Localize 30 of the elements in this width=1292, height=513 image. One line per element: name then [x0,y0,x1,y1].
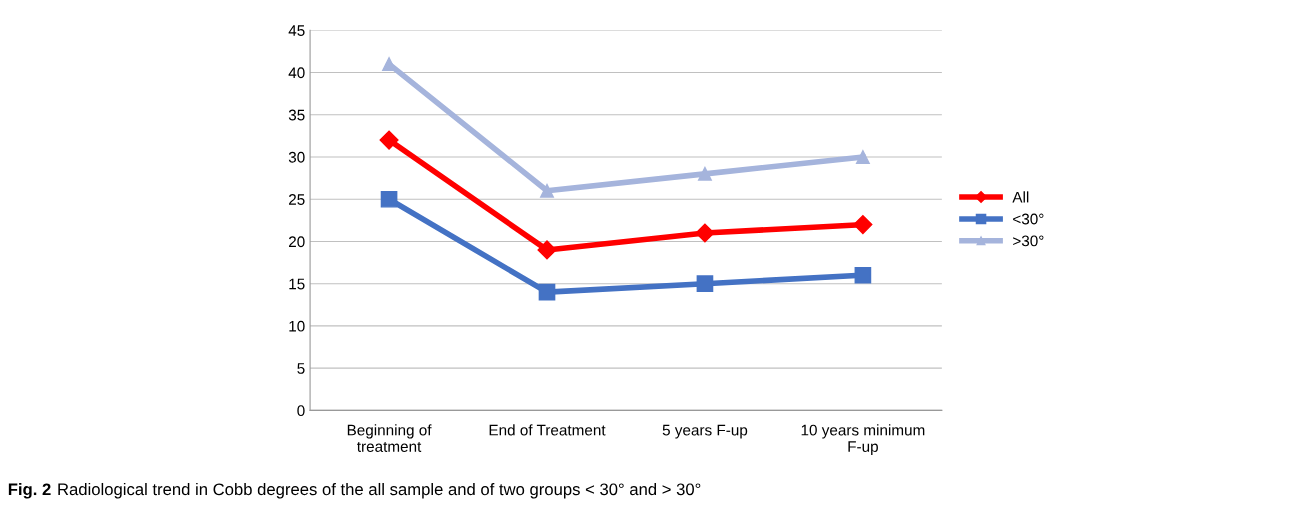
y-tick-label: 45 [288,25,305,36]
point [538,283,556,301]
y-tick-label: 5 [297,363,305,374]
x-tick-label: 5 years F-up [662,424,748,439]
point [540,183,554,198]
legend-label: <30° [1013,213,1044,225]
x-tick-label: 10 years minimum F-up [801,424,925,455]
point [379,130,399,150]
point [853,215,873,235]
point [380,190,398,208]
point [695,223,715,243]
y-tick-label: 20 [289,236,305,248]
x-tick-label: End of Treatment [489,424,606,436]
y-tick-label: 35 [288,109,305,121]
legend-label: >30° [1013,235,1044,247]
point [698,166,712,181]
point [854,266,872,284]
y-tick-label: 0 [297,405,305,417]
y-tick-label: 30 [288,151,305,163]
point [537,240,557,260]
y-tick-label: 15 [289,278,305,290]
caption: Fig. 2 [8,482,51,499]
y-tick-label: 10 [289,320,305,332]
x-tick-label: Beginning of treatment [347,424,432,452]
y-tick-label: 40 [288,67,305,79]
point [696,275,714,293]
text: Radiological trend in Cobb degrees of the all sample and of two groups < 30° and > 30° [58,482,701,499]
y-tick-label: 25 [289,194,305,205]
legend-label: All [1012,191,1029,203]
point [855,150,870,164]
